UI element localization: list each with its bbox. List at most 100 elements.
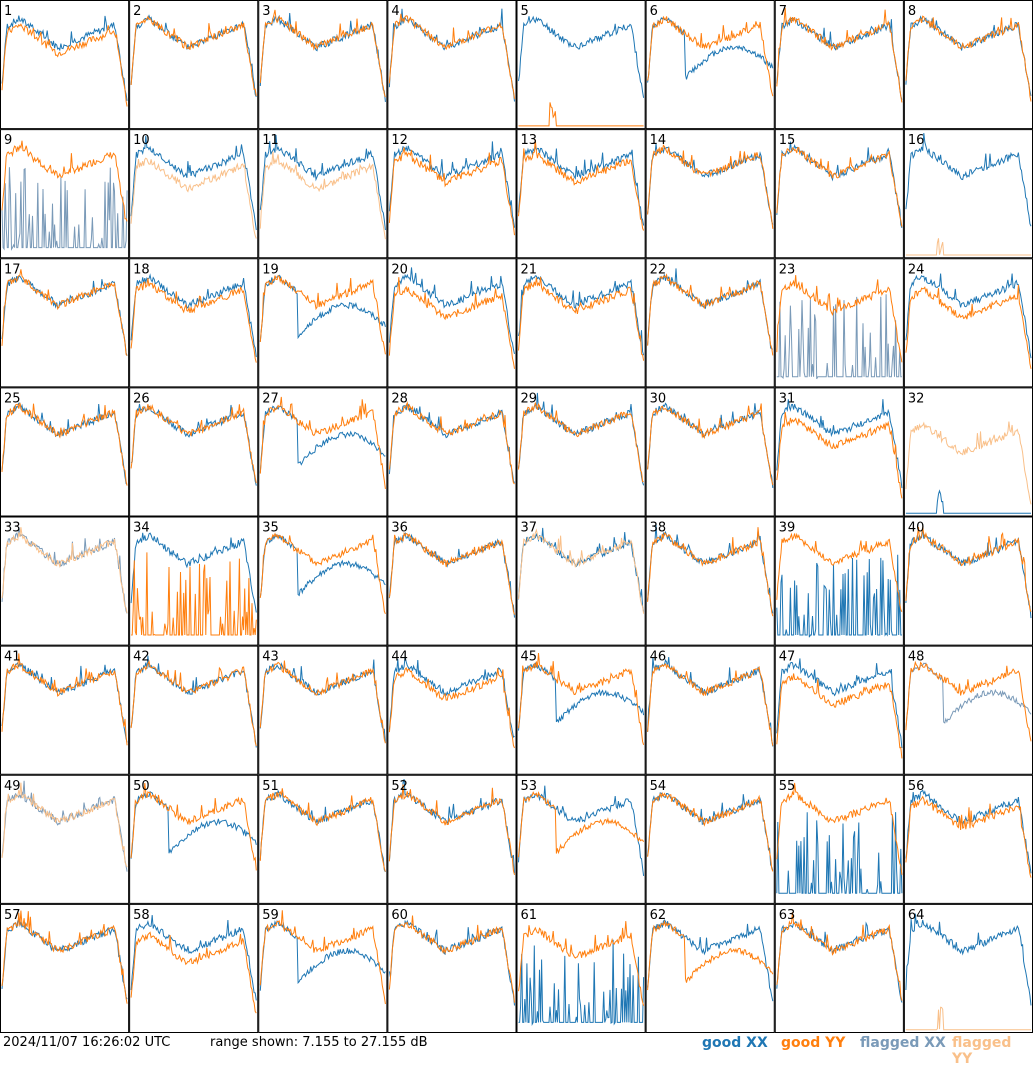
panel-38: 38	[645, 516, 775, 646]
panel-label: 20	[391, 262, 408, 277]
series-yy-35	[259, 532, 386, 614]
panel-label: 40	[908, 521, 925, 536]
panel-frame	[774, 0, 904, 130]
panel-frame	[387, 258, 517, 388]
panel-57: 57	[0, 903, 130, 1033]
panel-label: 52	[391, 779, 408, 794]
series-xx-45	[518, 662, 645, 731]
series-xx-40	[905, 528, 1032, 619]
panel-label: 1	[4, 4, 12, 19]
series-yy-19	[259, 275, 386, 355]
series-xx-12	[388, 141, 515, 228]
panel-62: 62	[645, 903, 775, 1033]
panel-frame	[0, 129, 130, 259]
panel-label: 18	[133, 262, 150, 277]
series-xx-55	[776, 812, 903, 894]
panel-frame	[645, 258, 775, 388]
series-yy-7	[776, 7, 903, 103]
panel-label: 49	[4, 779, 21, 794]
series-yy-14	[647, 144, 774, 229]
series-xx-31	[776, 399, 903, 489]
series-yy-54	[647, 791, 774, 872]
panel-27: 27	[258, 387, 388, 517]
panel-label: 28	[391, 391, 408, 406]
panel-20: 20	[387, 258, 517, 388]
series-yy-40	[905, 526, 1032, 612]
panel-40: 40	[903, 516, 1033, 646]
panel-label: 58	[133, 908, 150, 923]
panel-25: 25	[0, 387, 130, 517]
panel-frame	[903, 645, 1033, 775]
panel-frame	[645, 774, 775, 904]
panel-37: 37	[516, 516, 646, 646]
panel-6: 6	[645, 0, 775, 130]
series-yy-57	[1, 910, 128, 1004]
panel-60: 60	[387, 903, 517, 1033]
panel-label: 57	[4, 908, 21, 923]
series-yy-51	[259, 788, 386, 872]
panel-7: 7	[774, 0, 904, 130]
series-xx-11	[259, 134, 386, 231]
series-xx-24	[905, 273, 1032, 359]
panel-label: 64	[908, 908, 925, 923]
panel-label: 23	[779, 262, 796, 277]
panel-label: 33	[4, 521, 21, 536]
panel-frame	[129, 903, 259, 1033]
panel-frame	[516, 645, 646, 775]
series-xx-41	[1, 660, 128, 743]
panel-frame	[387, 129, 517, 259]
panel-label: 30	[650, 391, 667, 406]
panel-frame	[516, 258, 646, 388]
panel-2: 2	[129, 0, 259, 130]
panel-label: 24	[908, 262, 925, 277]
panel-label: 29	[521, 391, 538, 406]
timestamp: 2024/11/07 16:26:02 UTC	[3, 1035, 171, 1050]
panel-label: 63	[779, 908, 796, 923]
series-yy-9	[1, 140, 128, 222]
panel-frame	[645, 387, 775, 517]
panel-14: 14	[645, 129, 775, 259]
panel-label: 35	[262, 521, 279, 536]
series-xx-10	[130, 135, 257, 231]
panel-frame	[645, 516, 775, 646]
panel-label: 26	[133, 391, 150, 406]
panel-21: 21	[516, 258, 646, 388]
panel-frame	[387, 903, 517, 1033]
panel-label: 37	[521, 521, 538, 536]
panel-label: 51	[262, 779, 279, 794]
panel-46: 46	[645, 645, 775, 775]
series-xx-42	[130, 655, 257, 748]
panel-frame	[516, 0, 646, 130]
series-xx-6	[647, 16, 774, 83]
panel-39: 39	[774, 516, 904, 646]
series-yy-34	[131, 552, 257, 636]
panel-frame	[0, 645, 130, 775]
panel-frame	[258, 387, 388, 517]
panel-label: 46	[650, 650, 667, 665]
panel-61: 61	[516, 903, 646, 1033]
panel-frame	[645, 129, 775, 259]
panel-53: 53	[516, 774, 646, 904]
panel-label: 2	[133, 4, 141, 19]
panel-frame	[387, 387, 517, 517]
panel-label: 19	[262, 262, 279, 277]
panel-label: 60	[391, 908, 408, 923]
panel-label: 8	[908, 4, 916, 19]
panel-label: 41	[4, 650, 21, 665]
panel-49: 49	[0, 774, 130, 904]
series-yy-18	[130, 278, 257, 363]
series-yy-20	[388, 277, 515, 369]
panel-frame	[516, 129, 646, 259]
panel-label: 53	[521, 779, 538, 794]
panel-label: 17	[4, 262, 21, 277]
series-xx-64	[905, 913, 1032, 1006]
panel-label: 4	[391, 4, 399, 19]
series-yy-29	[518, 401, 644, 483]
panel-8: 8	[903, 0, 1033, 130]
series-xx-21	[518, 275, 645, 356]
panel-label: 16	[908, 133, 925, 148]
panel-56: 56	[903, 774, 1033, 904]
series-yy-16	[905, 238, 1031, 256]
panel-33: 33	[0, 516, 130, 646]
series-yy-10	[130, 157, 257, 239]
